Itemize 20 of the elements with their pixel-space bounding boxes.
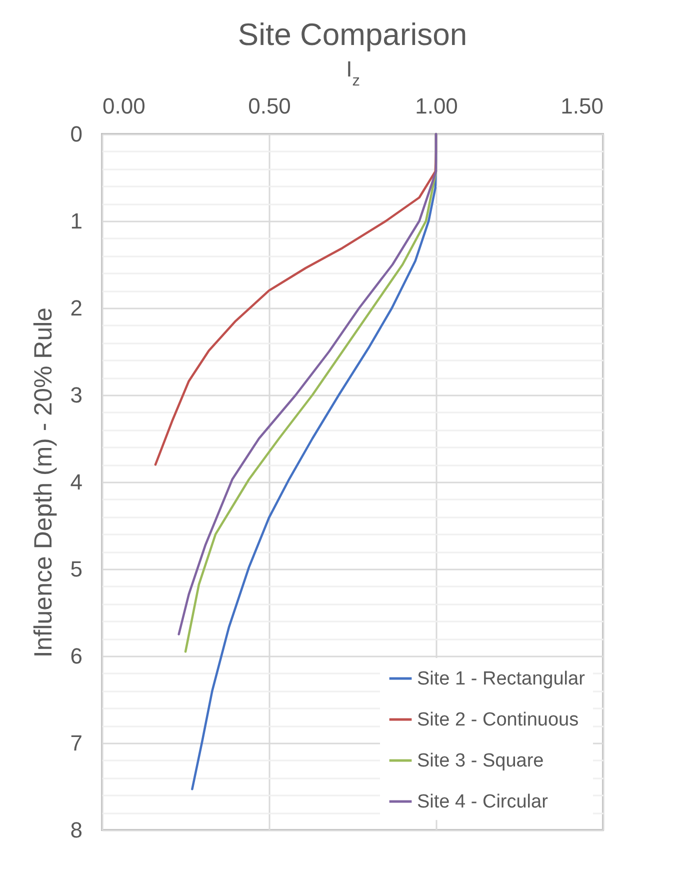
chart-title: Site Comparison bbox=[238, 17, 468, 52]
y-tick-label: 4 bbox=[70, 470, 82, 494]
y-tick-label: 3 bbox=[70, 382, 82, 408]
x-tick-label: 0.50 bbox=[248, 94, 291, 118]
y-tick-label: 0 bbox=[70, 122, 82, 146]
y-tick-label: 1 bbox=[70, 208, 82, 234]
y-tick-label: 6 bbox=[70, 644, 82, 668]
y-tick-label: 5 bbox=[70, 556, 82, 582]
legend-label: Site 3 - Square bbox=[417, 750, 544, 772]
legend-label: Site 4 - Circular bbox=[417, 792, 549, 812]
y-tick-label: 8 bbox=[70, 818, 82, 842]
legend-label: Site 2 - Continuous bbox=[417, 710, 579, 730]
y-tick-label: 7 bbox=[70, 730, 82, 756]
x-tick-label: 1.50 bbox=[560, 94, 604, 118]
x-tick-label: 0.00 bbox=[102, 94, 146, 118]
x-tick-label: 1.00 bbox=[415, 94, 458, 118]
legend-label: Site 1 - Rectangular bbox=[417, 668, 586, 690]
x-axis-title: I$_{z}$ bbox=[346, 56, 360, 89]
y-axis-title: Influence Depth (m) - 20% Rule bbox=[29, 307, 58, 658]
y-tick-label: 2 bbox=[70, 296, 82, 320]
